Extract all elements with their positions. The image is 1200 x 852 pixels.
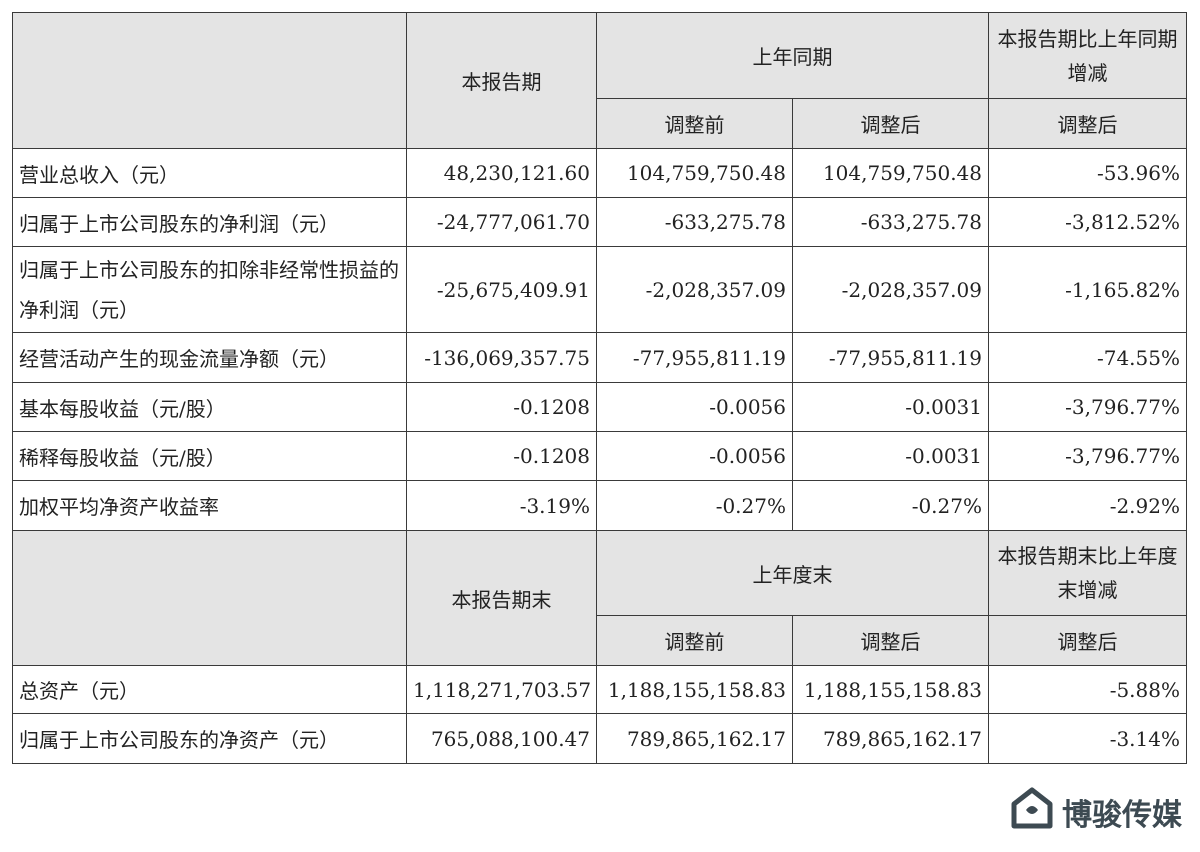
- cell-after: 789,865,162.17: [792, 713, 989, 764]
- cell-after: 1,188,155,158.83: [792, 665, 989, 714]
- cell-current: -136,069,357.75: [406, 332, 597, 383]
- cell-change: -3.14%: [988, 713, 1187, 764]
- financial-summary-table: 本报告期 上年同期 本报告期比上年同期增减 调整前 调整后 调整后 营业总收入（…: [12, 12, 1187, 764]
- header-current-period: 本报告期: [406, 12, 597, 149]
- header-after-adjustment: 调整后: [792, 615, 989, 666]
- cell-current: 1,118,271,703.57: [406, 665, 597, 714]
- cell-current: -3.19%: [406, 480, 597, 531]
- cell-current: 765,088,100.47: [406, 713, 597, 764]
- cell-before: 1,188,155,158.83: [596, 665, 793, 714]
- header-row-2: 本报告期末 上年度末 本报告期末比上年度末增减: [12, 530, 1187, 666]
- row-label: 总资产（元）: [12, 665, 407, 714]
- header-blank-cell: [12, 530, 407, 666]
- header-change: 本报告期末比上年度末增减: [988, 530, 1187, 616]
- cell-current: -0.1208: [406, 382, 597, 432]
- cell-change: -3,796.77%: [988, 431, 1187, 481]
- header-change: 本报告期比上年同期增减: [988, 12, 1187, 99]
- table-row: 稀释每股收益（元/股） -0.1208 -0.0056 -0.0031 -3,7…: [12, 431, 1187, 481]
- header-prior-period: 上年同期: [596, 12, 989, 99]
- cell-before: 789,865,162.17: [596, 713, 793, 764]
- header-current-period-end: 本报告期末: [406, 530, 597, 666]
- cell-before: 104,759,750.48: [596, 148, 793, 198]
- cell-before: -633,275.78: [596, 197, 793, 247]
- cell-change: -53.96%: [988, 148, 1187, 198]
- header-before-adjustment: 调整前: [596, 615, 793, 666]
- row-label: 加权平均净资产收益率: [12, 480, 407, 531]
- cell-current: -25,675,409.91: [406, 246, 597, 333]
- row-label: 经营活动产生的现金流量净额（元）: [12, 332, 407, 383]
- cell-after: -0.0031: [792, 382, 989, 432]
- header-blank-cell: [12, 12, 407, 149]
- cell-before: -2,028,357.09: [596, 246, 793, 333]
- table-row: 总资产（元） 1,118,271,703.57 1,188,155,158.83…: [12, 665, 1187, 714]
- row-label: 归属于上市公司股东的净资产（元）: [12, 713, 407, 764]
- header-row-2b: 调整前 调整后 调整后: [13, 615, 1187, 666]
- cell-change: -74.55%: [988, 332, 1187, 383]
- cell-before: -77,955,811.19: [596, 332, 793, 383]
- header-row-1b: 调整前 调整后 调整后: [13, 98, 1187, 149]
- table-row: 加权平均净资产收益率 -3.19% -0.27% -0.27% -2.92%: [12, 480, 1187, 531]
- table-row: 归属于上市公司股东的净资产（元） 765,088,100.47 789,865,…: [12, 713, 1187, 764]
- row-label: 基本每股收益（元/股）: [12, 382, 407, 432]
- cell-before: -0.27%: [596, 480, 793, 531]
- cell-change: -5.88%: [988, 665, 1187, 714]
- cell-after: -77,955,811.19: [792, 332, 989, 383]
- row-label: 稀释每股收益（元/股）: [12, 431, 407, 481]
- watermark-text: 博骏传媒: [1062, 798, 1182, 833]
- cell-after: -0.27%: [792, 480, 989, 531]
- cell-change: -1,165.82%: [988, 246, 1187, 333]
- table-row: 归属于上市公司股东的扣除非经常性损益的净利润（元） -25,675,409.91…: [12, 246, 1187, 333]
- row-label: 营业总收入（元）: [12, 148, 407, 198]
- row-label: 归属于上市公司股东的净利润（元）: [12, 197, 407, 247]
- cell-after: -2,028,357.09: [792, 246, 989, 333]
- table-row: 归属于上市公司股东的净利润（元） -24,777,061.70 -633,275…: [12, 197, 1187, 247]
- cell-before: -0.0056: [596, 431, 793, 481]
- table-row: 基本每股收益（元/股） -0.1208 -0.0056 -0.0031 -3,7…: [12, 382, 1187, 432]
- header-change-after-adjustment: 调整后: [988, 615, 1187, 666]
- header-after-adjustment: 调整后: [792, 98, 989, 149]
- watermark: 博骏传媒: [1010, 784, 1182, 840]
- table-row: 经营活动产生的现金流量净额（元） -136,069,357.75 -77,955…: [12, 332, 1187, 383]
- house-logo-icon: [1010, 786, 1062, 838]
- cell-change: -3,796.77%: [988, 382, 1187, 432]
- cell-after: -0.0031: [792, 431, 989, 481]
- cell-current: 48,230,121.60: [406, 148, 597, 198]
- row-label: 归属于上市公司股东的扣除非经常性损益的净利润（元）: [12, 246, 407, 333]
- table-row: 营业总收入（元） 48,230,121.60 104,759,750.48 10…: [12, 148, 1187, 198]
- cell-current: -24,777,061.70: [406, 197, 597, 247]
- cell-current: -0.1208: [406, 431, 597, 481]
- header-before-adjustment: 调整前: [596, 98, 793, 149]
- cell-change: -3,812.52%: [988, 197, 1187, 247]
- cell-after: 104,759,750.48: [792, 148, 989, 198]
- cell-before: -0.0056: [596, 382, 793, 432]
- header-change-after-adjustment: 调整后: [988, 98, 1187, 149]
- header-row-1: 本报告期 上年同期 本报告期比上年同期增减: [12, 12, 1187, 149]
- header-prior-year-end: 上年度末: [596, 530, 989, 616]
- cell-change: -2.92%: [988, 480, 1187, 531]
- cell-after: -633,275.78: [792, 197, 989, 247]
